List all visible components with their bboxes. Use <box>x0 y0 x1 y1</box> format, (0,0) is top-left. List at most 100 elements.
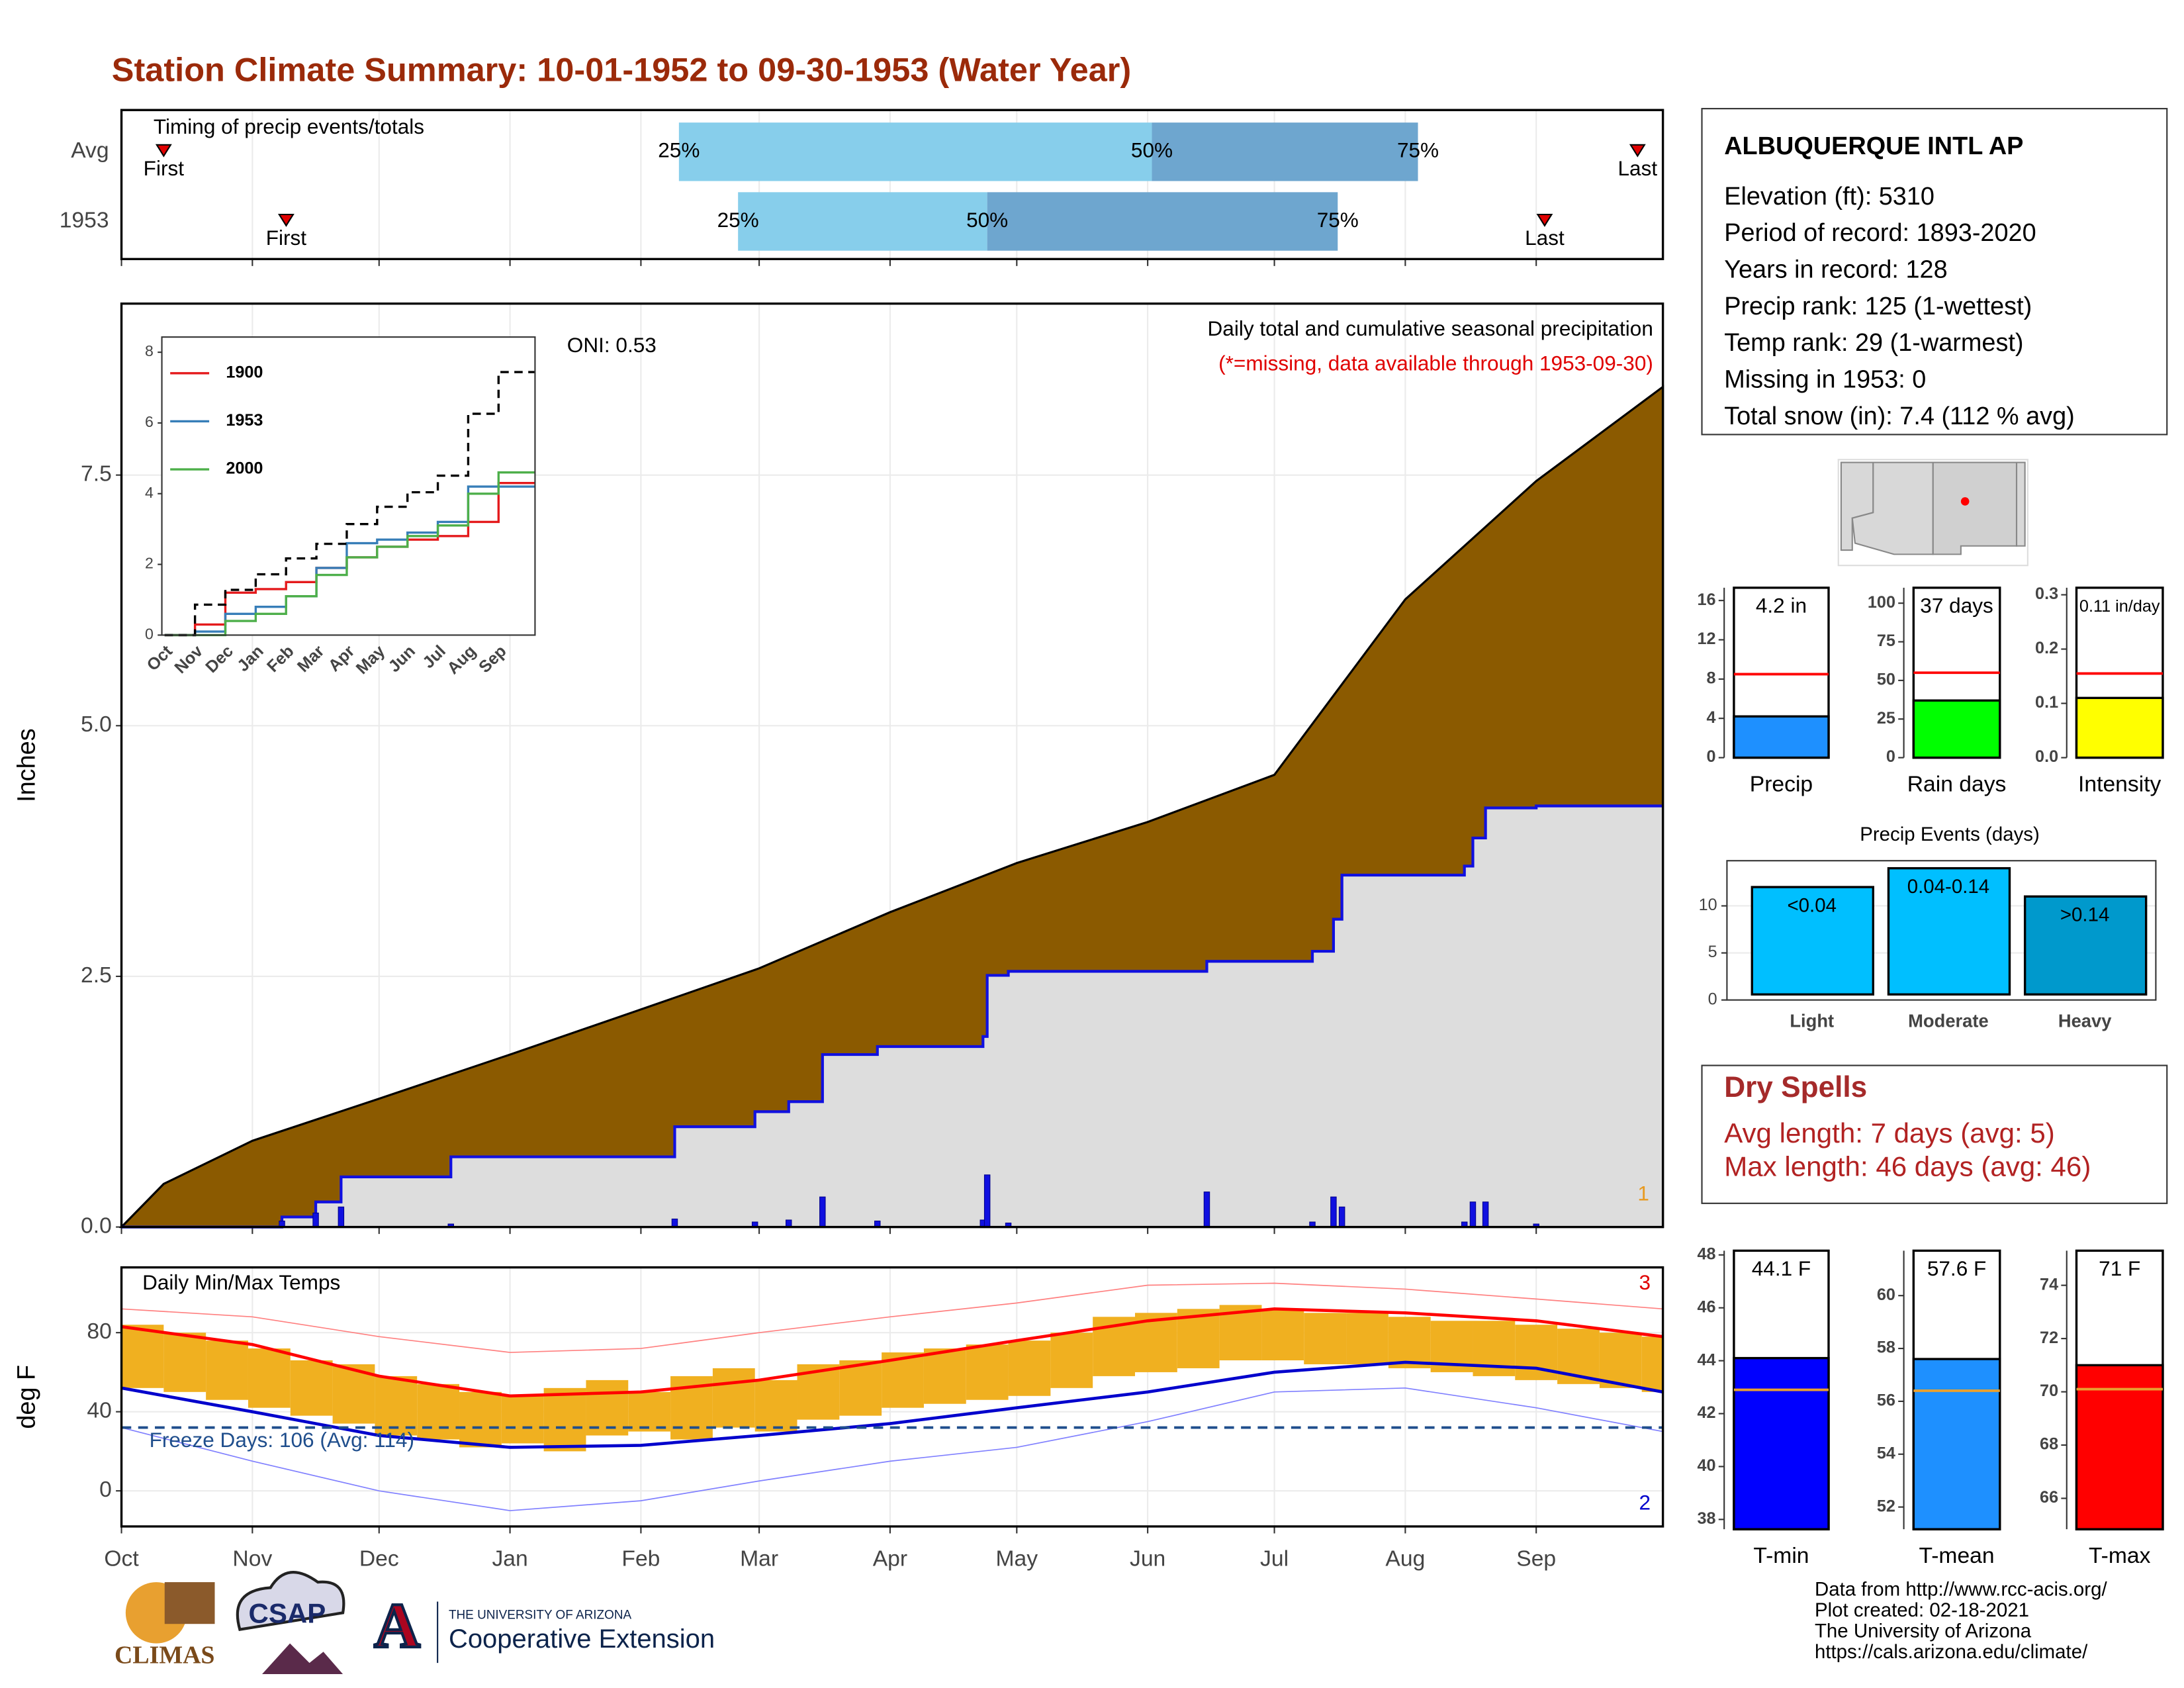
footer-text: Data from http://www.rcc-acis.org/ <box>1815 1579 2107 1601</box>
row-label: Avg <box>71 138 109 163</box>
annotation: 1 <box>1637 1182 1649 1205</box>
x-tick-label: Light <box>1790 1011 1834 1031</box>
station-dot <box>1960 497 1970 506</box>
logo-text: CLIMAS <box>114 1641 214 1669</box>
temp-range-bar <box>1599 1333 1642 1388</box>
logo-text: THE UNIVERSITY OF ARIZONA <box>449 1609 632 1622</box>
event-label: Last <box>1618 156 1658 180</box>
map-state <box>2015 461 2026 547</box>
y-tick-label: 54 <box>1877 1444 1895 1462</box>
bar <box>2075 1364 2164 1530</box>
station-info: Temp rank: 29 (1-warmest) <box>1724 329 2023 357</box>
event-marker <box>155 144 172 158</box>
dry-info: Max length: 46 days (avg: 46) <box>1724 1150 2091 1182</box>
bin-label: 0.04-0.14 <box>1907 876 1989 898</box>
info-box <box>1701 1064 2168 1204</box>
footer-text: Plot created: 02-18-2021 <box>1815 1599 2029 1621</box>
logo-shape <box>236 1571 345 1632</box>
logo-text: A <box>374 1590 420 1661</box>
y-tick-label: 0.3 <box>2035 585 2058 603</box>
x-tick-label: Jun <box>1130 1546 1165 1571</box>
value-label: 4.2 in <box>1756 594 1807 618</box>
x-tick-label: Jan <box>234 642 267 676</box>
panel-title: Daily Min/Max Temps <box>142 1270 340 1294</box>
temp-range-bar <box>543 1387 586 1452</box>
y-tick-label: 66 <box>2040 1488 2058 1507</box>
quartile-label: 50% <box>966 208 1008 232</box>
temp-range-bar <box>375 1376 418 1436</box>
temp-range-bar <box>712 1368 755 1428</box>
y-tick-label: 40 <box>1697 1456 1715 1475</box>
x-tick-label: Mar <box>740 1546 778 1571</box>
station-info: Total snow (in): 7.4 (112 % avg) <box>1724 402 2075 430</box>
observed-area <box>121 806 1663 1227</box>
bar <box>1887 867 2011 996</box>
station-info: Elevation (ft): 5310 <box>1724 183 1934 211</box>
bar <box>1912 699 2001 759</box>
station-info: Period of record: 1893-2020 <box>1724 219 2036 247</box>
quartile-bar <box>738 192 987 251</box>
x-tick-label: May <box>996 1546 1038 1571</box>
station-info: Precip rank: 125 (1-wettest) <box>1724 293 2032 320</box>
annotation: (*=missing, data available through 1953-… <box>1218 352 1653 375</box>
x-tick-label: Jul <box>1260 1546 1289 1571</box>
annotation: Daily total and cumulative seasonal prec… <box>1208 316 1653 340</box>
temp-range-bar <box>1641 1336 1663 1392</box>
temp-range-bar <box>1388 1317 1431 1368</box>
station-info: Years in record: 128 <box>1724 256 1947 283</box>
dry-info: Avg length: 7 days (avg: 5) <box>1724 1117 2055 1149</box>
x-axis-label: T-mean <box>1919 1544 1995 1568</box>
y-tick-label: 52 <box>1877 1497 1895 1515</box>
y-tick-label: 60 <box>1877 1286 1895 1304</box>
temp-range-bar <box>1304 1313 1347 1364</box>
temp-range-bar <box>206 1340 248 1400</box>
y-tick-label: 44 <box>1697 1350 1715 1369</box>
value-label: 44.1 F <box>1752 1256 1811 1280</box>
x-tick-label: May <box>353 642 389 679</box>
y-tick-label: 4 <box>1707 708 1716 727</box>
quartile-label: 75% <box>1397 138 1439 162</box>
temp-range-bar <box>1050 1333 1093 1388</box>
x-tick-label: Mar <box>294 641 328 676</box>
y-tick-label: 0 <box>1707 747 1716 766</box>
quartile-bar <box>678 122 1152 181</box>
x-tick-label: Dec <box>359 1546 399 1571</box>
annotation: Freeze Days: 106 (Avg: 114) <box>150 1428 414 1452</box>
x-tick-label: Oct <box>144 641 177 675</box>
y-axis-title: deg F <box>13 1365 41 1429</box>
quartile-label: 75% <box>1317 208 1359 232</box>
y-tick-label: 0 <box>1708 990 1717 1008</box>
y-tick-label: 4 <box>145 484 154 501</box>
bin-label: <0.04 <box>1787 894 1837 916</box>
daily-precip-bar <box>1338 1206 1345 1228</box>
daily-precip-bar <box>671 1218 678 1228</box>
event-label: Last <box>1525 226 1565 250</box>
y-tick-label: 12 <box>1697 630 1715 648</box>
quartile-label: 25% <box>658 138 700 162</box>
y-tick-label: 46 <box>1697 1297 1715 1316</box>
event-marker <box>277 213 295 227</box>
location-map <box>1837 459 2028 567</box>
y-tick-label: 0 <box>1886 747 1895 766</box>
y-tick-label: 8 <box>145 342 154 359</box>
footer-text: https://cals.arizona.edu/climate/ <box>1815 1641 2088 1663</box>
x-tick-label: Heavy <box>2058 1011 2112 1031</box>
dry-title: Dry Spells <box>1724 1071 1867 1103</box>
y-tick-label: 50 <box>1877 671 1895 689</box>
event-marker <box>1629 144 1646 158</box>
x-axis-label: Intensity <box>2078 773 2161 797</box>
temp-range-bar <box>839 1360 882 1416</box>
logos: CLIMAS CSAP A THE UNIVERSITY OF ARIZONA … <box>114 1571 715 1674</box>
y-tick-label: 0.0 <box>2035 747 2058 766</box>
temp-range-bar <box>586 1380 629 1436</box>
legend-label: 1900 <box>226 363 263 382</box>
bar <box>2075 696 2164 759</box>
row-label: 1953 <box>60 208 109 232</box>
panel-frame <box>1726 860 2157 1001</box>
y-tick-label: 16 <box>1697 590 1715 609</box>
quartile-label: 50% <box>1131 138 1173 162</box>
panel-frame <box>120 302 1664 1229</box>
logo-text: Cooperative Extension <box>449 1624 715 1654</box>
x-tick-label: Aug <box>443 642 479 678</box>
quartile-label: 25% <box>717 208 759 232</box>
